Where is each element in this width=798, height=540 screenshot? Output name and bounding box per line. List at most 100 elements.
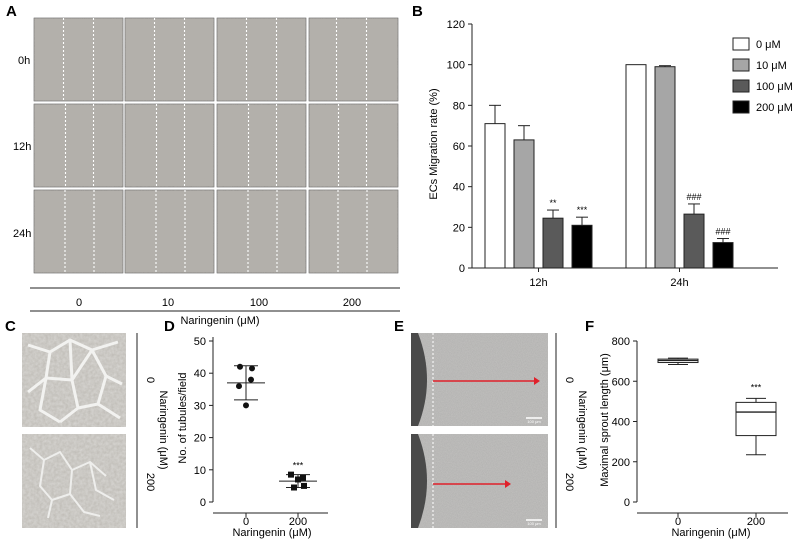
panel-b-bar (712, 242, 734, 269)
panel-d-point (243, 402, 249, 409)
panel-f-xlabel: Naringenin (μM) (671, 527, 750, 539)
panel-c-side-title: Naringenin (μM) (157, 390, 169, 469)
panel-b-significance: ** (549, 198, 557, 208)
panel-d-point (288, 471, 294, 478)
sprout-arrowhead-treated (505, 480, 511, 488)
scratch-texture-r0-c1 (125, 18, 214, 101)
scratch-texture-r2-c0 (34, 190, 123, 273)
panel-f-boxes: 0 *** 200 (657, 357, 777, 528)
panel-a-row-label-12h: 12h (13, 141, 31, 153)
panel-f-ylabel: Maximal sprout length (μm) (599, 353, 611, 487)
panel-f-ytick-label: 600 (612, 376, 630, 388)
scale-bar-label-control: 100 μm (527, 419, 541, 424)
panel-b-bar (625, 64, 647, 269)
panel-d-xlabel: Naringenin (μM) (232, 527, 311, 539)
panel-d-point (300, 474, 306, 481)
panel-b-bar (654, 66, 676, 269)
tube-network-control (27, 338, 123, 424)
scratch-texture-r0-c0 (34, 18, 123, 101)
panel-c-side-200: 200 (144, 473, 156, 491)
panel-a-col-label-10: 10 (162, 297, 174, 309)
panel-b-bar (571, 224, 593, 269)
sprout-bead-control (411, 333, 427, 426)
panel-f-box (735, 401, 777, 437)
panel-b-bar (513, 139, 535, 269)
panel-d-ytick-label: 40 (194, 368, 206, 380)
panel-a-row-label-0h: 0h (18, 55, 30, 67)
panel-d-xtick-label: 200 (289, 516, 307, 528)
legend-swatch (732, 58, 750, 72)
panel-d-point (295, 476, 301, 483)
panel-f-xtick-label: 200 (747, 516, 765, 528)
panel-d-point (301, 482, 307, 489)
sprout-texture-control (411, 333, 548, 426)
panel-b-xtick-label: 24h (670, 277, 688, 289)
panel-e-side-200: 200 (563, 473, 575, 491)
panel-f-ytick-label: 200 (612, 457, 630, 469)
panel-b: B ECs Migration rate (%) 0 20 40 60 80 100 120… (412, 3, 793, 289)
scratch-texture-r0-c3 (309, 18, 398, 101)
legend-label: 100 μM (756, 81, 793, 93)
panel-a-row-label-24h: 24h (13, 228, 31, 240)
panel-f-letter: F (585, 318, 594, 335)
scratch-texture-r2-c2 (217, 190, 306, 273)
panel-b-ytick-label: 20 (453, 222, 465, 234)
panel-d-xtick-label: 0 (243, 516, 249, 528)
panel-a-col-label-200: 200 (343, 297, 361, 309)
panel-f-ytick-label: 0 (624, 497, 630, 509)
panel-c-letter: C (5, 318, 16, 335)
legend-label: 10 μM (756, 60, 787, 72)
sprout-texture-treated (411, 434, 548, 528)
scratch-image-grid (33, 17, 399, 274)
panel-b-significance: *** (577, 205, 588, 215)
panel-b-bar (683, 213, 705, 269)
panel-d-ytick-label: 0 (200, 497, 206, 509)
panel-b-significance: ### (715, 227, 730, 237)
panel-a: A 0h 12h 24h 0 10 100 200 Naringenin (μM… (6, 3, 400, 327)
scratch-texture-r2-c1 (125, 190, 214, 273)
panel-b-bars: *****12h######24h (484, 64, 734, 289)
scratch-texture-r1-c2 (217, 104, 306, 187)
panel-e: E 100 μm 100 μm 0 200 Naringenin (μM) (394, 318, 588, 528)
panel-b-ytick-label: 0 (459, 263, 465, 275)
panel-d-letter: D (164, 318, 175, 335)
panel-f-y-ticks: 0 200 400 600 800 (612, 336, 637, 509)
panel-b-letter: B (412, 3, 423, 20)
panel-a-xlabel: Naringenin (μM) (180, 315, 259, 327)
panel-b-ytick-label: 60 (453, 141, 465, 153)
tube-texture-treated (22, 434, 126, 528)
legend-swatch (732, 37, 750, 51)
panel-b-ytick-label: 120 (447, 19, 465, 31)
panel-b-ytick-label: 100 (447, 60, 465, 72)
scratch-texture-r0-c2 (217, 18, 306, 101)
scale-bar-label-treated: 100 μm (527, 521, 541, 526)
panel-c-side-0: 0 (144, 377, 156, 383)
panel-b-ytick-label: 40 (453, 182, 465, 194)
scratch-texture-r1-c1 (125, 104, 214, 187)
panel-b-significance: ### (686, 192, 701, 202)
panel-d-point (236, 383, 242, 390)
sprout-arrowhead-control (534, 377, 540, 385)
panel-d-significance: *** (293, 461, 304, 471)
panel-f-xtick-label: 0 (675, 516, 681, 528)
panel-c: C 0 200 Naringenin (μM) (5, 318, 169, 528)
panel-d-point (291, 484, 297, 491)
panel-b-y-ticks: 0 20 40 60 80 100 120 (447, 19, 472, 275)
panel-e-side-title: Naringenin (μM) (576, 390, 588, 469)
panel-b-xtick-label: 12h (529, 277, 547, 289)
panel-f-ytick-label: 800 (612, 336, 630, 348)
panel-d: D No. of tubules/field 0 10 20 30 40 50 0 *** 2… (164, 318, 328, 539)
legend-label: 200 μM (756, 102, 793, 114)
scratch-texture-r1-c0 (34, 104, 123, 187)
scratch-texture-r1-c3 (309, 104, 398, 187)
panel-d-ytick-label: 10 (194, 465, 206, 477)
panel-d-points: 0 *** 200 (227, 363, 317, 528)
panel-b-ylabel: ECs Migration rate (%) (428, 88, 440, 199)
panel-b-legend: 0 μM 10 μM 100 μM 200 μM (732, 37, 793, 114)
panel-a-letter: A (6, 3, 17, 20)
panel-b-bar (542, 217, 564, 269)
panel-e-side-0: 0 (563, 377, 575, 383)
panel-f-ytick-label: 400 (612, 417, 630, 429)
panel-a-col-label-0: 0 (76, 297, 82, 309)
